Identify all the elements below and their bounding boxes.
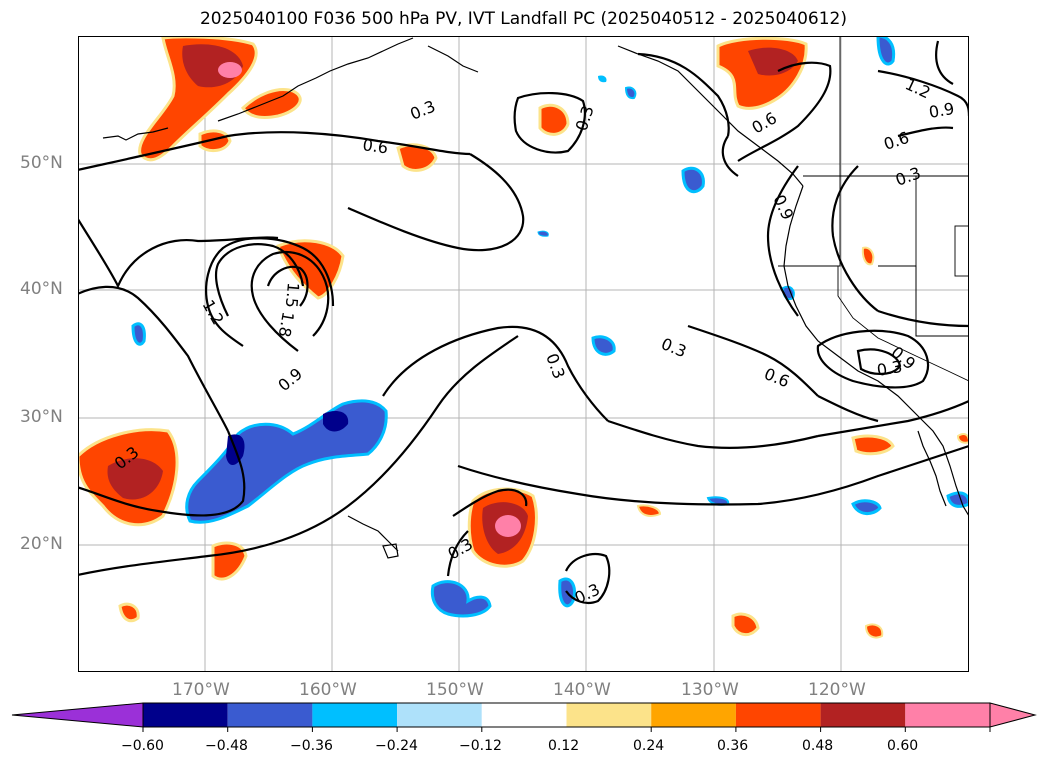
contour-label: 0.6 [749,108,781,137]
contour-label: 0.3 [407,97,438,124]
colorbar-tick-label: 0.24 [633,738,665,754]
contour-label: 1.8 [275,310,298,338]
colorbar-segment [227,703,313,727]
colorbar-segment [397,703,482,727]
map-title: 2025040100 F036 500 hPa PV, IVT Landfall… [199,9,847,29]
contour-label: 1.2 [902,74,933,102]
contour-label: 0.9 [769,192,797,223]
colorbar-tick-label: 0.36 [717,738,749,754]
colorbar-tick-label: −0.12 [459,738,502,754]
colorbar-segment [566,703,652,727]
colorbar-segment [735,703,821,727]
contour-label: 0.3 [572,580,603,608]
pv-contours [78,40,969,605]
colorbar-segment [651,703,736,727]
pv-positive-anomalies [78,36,969,639]
colorbar-segment [481,703,567,727]
contour-label: 0.3 [875,357,903,380]
contour-label: 0.9 [927,99,955,122]
colorbar-segment [143,703,228,727]
lon-label: 160°W [299,680,357,700]
colorbar-tick-label: −0.60 [121,738,164,754]
borders [778,36,969,382]
colorbar-tick-label: −0.24 [375,738,418,754]
contour-label: 0.6 [881,128,911,154]
colorbar-tick-label: −0.48 [205,738,248,754]
colorbar-segment [820,703,906,727]
colorbar-extend-min [11,702,144,728]
contour-label: 1.5 [282,282,303,309]
colorbar-tick-label: 0.48 [802,738,834,754]
lat-label: 30°N [20,407,63,427]
lat-label: 40°N [20,279,63,299]
lon-label: 170°W [172,680,230,700]
map-plot: 0.3 0.3 0.3 0.3 0.3 0.3 0.3 0.3 0.3 0.6 … [78,36,969,672]
lon-label: 140°W [553,680,611,700]
coastlines [102,37,969,559]
colorbar-tick-label: 0.60 [887,738,919,754]
colorbar-tick-label: 0.12 [548,738,580,754]
contour-label: 0.3 [893,163,923,190]
colorbar-tick-label: −0.36 [290,738,333,754]
contour-label: 1.2 [199,297,228,329]
colorbar-segment [312,703,398,727]
contour-label: 0.3 [572,103,598,133]
lat-label: 50°N [20,153,63,173]
colorbar [11,702,1037,732]
contour-label: 0.3 [542,351,569,381]
lon-label: 120°W [808,680,866,700]
pv-negative-anomalies [131,36,969,618]
lon-label: 130°W [681,680,739,700]
contour-label: 0.6 [361,135,389,157]
colorbar-extend-max [989,702,1037,728]
lon-label: 150°W [426,680,484,700]
colorbar-segment [905,703,990,727]
lat-label: 20°N [20,534,63,554]
colorbar-outline [142,702,991,728]
contour-label: 0.9 [274,364,306,395]
contour-label: 0.3 [659,334,690,361]
